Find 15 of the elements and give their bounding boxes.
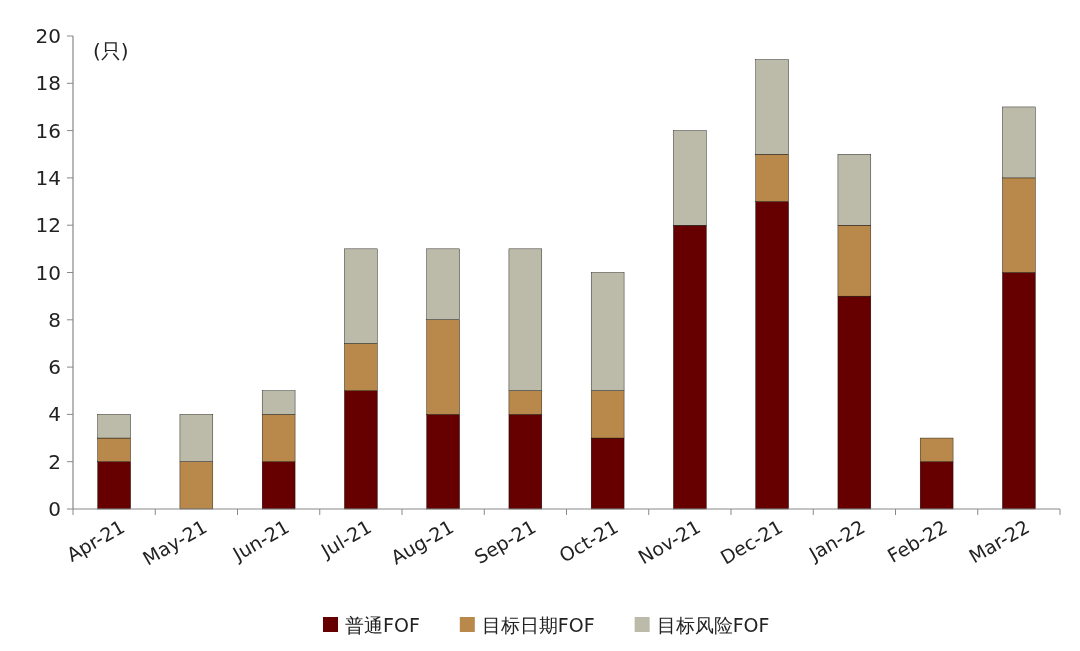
legend-label: 目标日期FOF	[481, 614, 595, 636]
y-tick-label: 12	[35, 213, 61, 238]
y-tick-label: 0	[48, 497, 61, 521]
y-axis-title: (只)	[93, 39, 129, 63]
y-tick-label: 20	[35, 24, 61, 48]
y-tick-label: 16	[35, 118, 61, 143]
y-tick-label: 18	[35, 71, 61, 96]
y-tick-label: 2	[48, 449, 61, 474]
y-tick-label: 10	[35, 260, 61, 285]
legend-label: 目标风险FOF	[656, 614, 770, 636]
y-tick-label: 8	[48, 307, 61, 332]
y-tick-label: 14	[35, 165, 61, 190]
y-tick-label: 4	[48, 402, 61, 427]
legend-label: 普通FOF	[345, 614, 420, 636]
y-tick-label: 6	[48, 355, 61, 380]
